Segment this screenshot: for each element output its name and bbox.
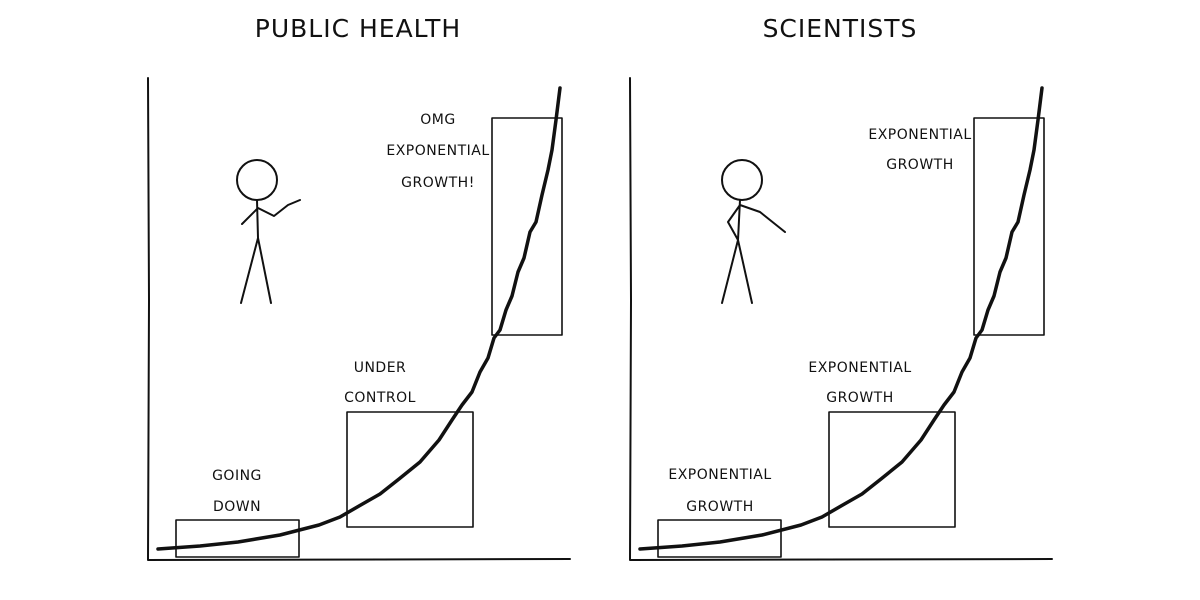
annotation: GROWTH: [826, 390, 894, 406]
graph: [628, 76, 1054, 562]
annotation: DOWN: [213, 499, 261, 515]
annotation: EXPONENTIAL: [808, 360, 911, 376]
annotation: GROWTH: [886, 157, 954, 173]
stick-figure: [236, 159, 301, 304]
annotation: GOING: [212, 468, 262, 484]
annotation: EXPONENTIAL: [386, 143, 489, 159]
panel-title: PUBLIC HEALTH: [255, 14, 461, 43]
annotation: GROWTH!: [401, 175, 475, 191]
annotation: OMG: [420, 112, 455, 128]
panel-title: SCIENTISTS: [763, 14, 918, 43]
annotation: CONTROL: [344, 390, 416, 406]
annotation: GROWTH: [686, 499, 754, 515]
annotation: EXPONENTIAL: [668, 467, 771, 483]
panel-left: PUBLIC HEALTH GOING DOWN UNDER CONTROL O…: [146, 14, 572, 562]
annotation: EXPONENTIAL: [868, 127, 971, 143]
annotation: UNDER: [354, 360, 407, 376]
graph: [146, 76, 572, 562]
stick-figure: [721, 159, 786, 304]
panel-right: SCIENTISTS EXPONENTIAL GROWTH EXPONENTIA…: [628, 14, 1054, 562]
